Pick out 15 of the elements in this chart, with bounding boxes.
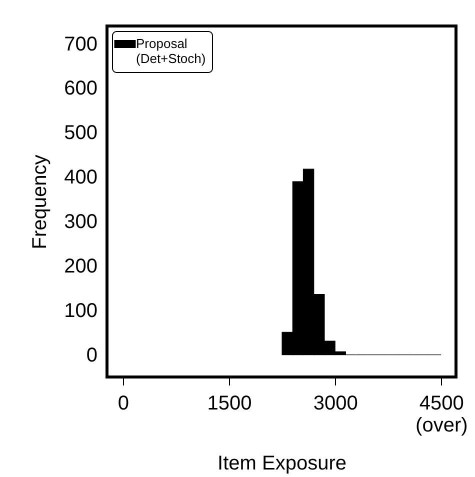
x-axis-title: Item Exposure (218, 452, 346, 474)
y-tick-label: 700 (64, 33, 98, 56)
x-tick-label: 0 (118, 392, 129, 414)
legend-label: Proposal (Det+Stoch) (136, 36, 206, 66)
y-tick-label: 100 (64, 300, 98, 322)
x-tick-label: 4500 (over) (416, 392, 468, 436)
y-tick-label: 0 (86, 344, 98, 366)
y-tick-label: 500 (64, 122, 98, 144)
y-tick-label: 600 (64, 78, 98, 100)
y-axis-title: Frequency (29, 154, 52, 250)
x-tick-label: 1500 (207, 392, 252, 414)
x-tick-label: 3000 (313, 392, 358, 414)
y-tick-label: 400 (64, 166, 98, 189)
y-tick-label: 300 (64, 210, 98, 233)
y-tick-label: 200 (64, 255, 98, 278)
